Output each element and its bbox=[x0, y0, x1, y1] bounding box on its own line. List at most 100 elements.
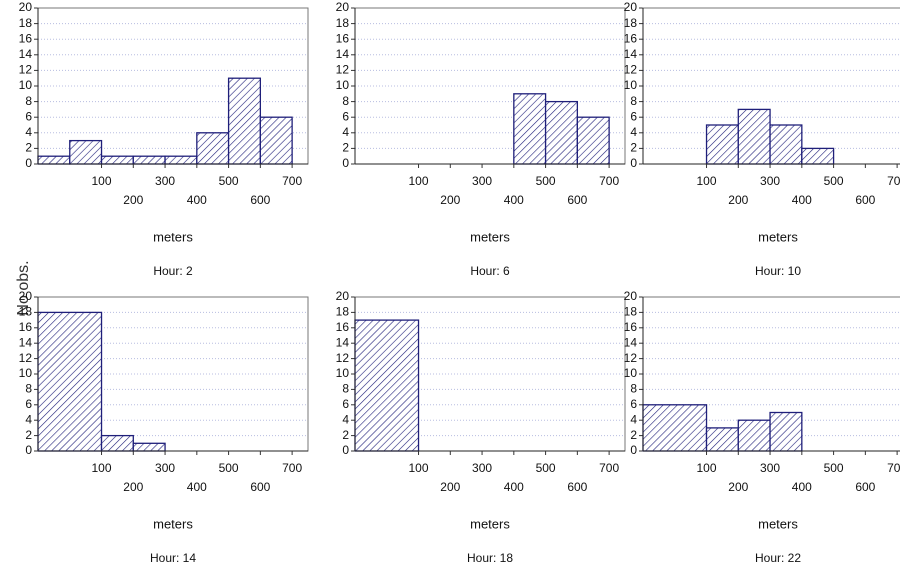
bar bbox=[576, 116, 610, 165]
y-tick-label: 16 bbox=[336, 320, 350, 334]
y-tick-label: 18 bbox=[624, 16, 638, 30]
panel-subtitle: Hour: 18 bbox=[467, 551, 513, 565]
y-tick-label: 10 bbox=[624, 366, 638, 380]
x-axis-label: meters bbox=[470, 516, 510, 531]
y-tick-label: 14 bbox=[624, 335, 638, 349]
y-tick-label: 0 bbox=[630, 156, 637, 170]
y-tick-label: 20 bbox=[19, 289, 33, 303]
bar bbox=[196, 132, 230, 165]
y-tick-label: 16 bbox=[336, 31, 350, 45]
bar bbox=[100, 434, 134, 452]
bar bbox=[132, 442, 166, 452]
x-tick-label: 600 bbox=[567, 193, 587, 207]
x-tick-label: 400 bbox=[792, 480, 812, 494]
bar bbox=[164, 155, 198, 165]
x-tick-label: 700 bbox=[599, 174, 619, 188]
bar bbox=[801, 147, 835, 165]
y-tick-label: 2 bbox=[342, 141, 349, 155]
x-tick-label: 400 bbox=[187, 193, 207, 207]
panel-subtitle: Hour: 6 bbox=[470, 264, 510, 278]
panel-subtitle: Hour: 22 bbox=[755, 551, 801, 565]
y-tick-label: 6 bbox=[630, 109, 637, 123]
bar bbox=[737, 108, 771, 165]
x-axis-label: meters bbox=[758, 516, 798, 531]
x-tick-label: 600 bbox=[250, 193, 270, 207]
x-tick-label: 200 bbox=[123, 193, 143, 207]
y-tick-label: 4 bbox=[630, 125, 637, 139]
x-tick-label: 500 bbox=[219, 461, 239, 475]
y-tick-label: 4 bbox=[25, 125, 32, 139]
bar bbox=[544, 100, 579, 165]
panel-subtitle: Hour: 14 bbox=[150, 551, 196, 565]
x-tick-label: 200 bbox=[123, 480, 143, 494]
y-tick-label: 2 bbox=[342, 428, 349, 442]
y-tick-label: 14 bbox=[19, 47, 33, 61]
bar bbox=[100, 155, 134, 165]
x-tick-label: 600 bbox=[567, 480, 587, 494]
x-tick-label: 500 bbox=[824, 461, 844, 475]
x-tick-label: 200 bbox=[440, 193, 460, 207]
bar bbox=[354, 319, 420, 452]
y-tick-label: 6 bbox=[342, 397, 349, 411]
x-tick-label: 700 bbox=[599, 461, 619, 475]
x-tick-label: 100 bbox=[92, 174, 112, 188]
y-tick-label: 2 bbox=[25, 428, 32, 442]
bar bbox=[737, 419, 771, 452]
x-tick-label: 100 bbox=[409, 174, 429, 188]
x-tick-label: 700 bbox=[282, 174, 302, 188]
y-tick-label: 2 bbox=[630, 428, 637, 442]
panel-subtitle: Hour: 2 bbox=[153, 264, 193, 278]
y-tick-label: 18 bbox=[336, 305, 350, 319]
y-tick-label: 8 bbox=[25, 382, 32, 396]
y-tick-label: 12 bbox=[336, 351, 350, 365]
bar bbox=[69, 139, 103, 165]
x-tick-label: 100 bbox=[409, 461, 429, 475]
bar bbox=[227, 77, 262, 165]
bar bbox=[642, 404, 708, 452]
x-tick-label: 500 bbox=[536, 461, 556, 475]
bar bbox=[259, 116, 293, 165]
x-tick-label: 200 bbox=[440, 480, 460, 494]
y-tick-label: 14 bbox=[336, 47, 350, 61]
x-tick-label: 300 bbox=[760, 174, 780, 188]
y-tick-label: 12 bbox=[336, 63, 350, 77]
x-tick-label: 400 bbox=[792, 193, 812, 207]
bar bbox=[705, 124, 739, 165]
x-tick-label: 200 bbox=[728, 193, 748, 207]
x-tick-label: 100 bbox=[697, 174, 717, 188]
y-tick-label: 2 bbox=[630, 141, 637, 155]
y-tick-label: 8 bbox=[342, 382, 349, 396]
y-tick-label: 14 bbox=[624, 47, 638, 61]
y-tick-label: 14 bbox=[336, 335, 350, 349]
y-tick-label: 8 bbox=[630, 94, 637, 108]
x-tick-label: 600 bbox=[250, 480, 270, 494]
x-tick-label: 300 bbox=[760, 461, 780, 475]
y-tick-label: 12 bbox=[624, 351, 638, 365]
x-tick-label: 600 bbox=[855, 193, 875, 207]
y-tick-label: 20 bbox=[336, 0, 350, 14]
y-tick-label: 16 bbox=[624, 320, 638, 334]
y-tick-label: 6 bbox=[630, 397, 637, 411]
x-tick-label: 300 bbox=[155, 461, 175, 475]
y-tick-label: 16 bbox=[19, 31, 33, 45]
y-tick-label: 18 bbox=[336, 16, 350, 30]
y-tick-label: 0 bbox=[25, 443, 32, 457]
bar bbox=[705, 427, 739, 452]
x-tick-label: 500 bbox=[536, 174, 556, 188]
x-axis-label: meters bbox=[153, 516, 193, 531]
x-tick-label: 700 bbox=[282, 461, 302, 475]
y-tick-label: 0 bbox=[342, 443, 349, 457]
y-tick-label: 16 bbox=[624, 31, 638, 45]
x-tick-label: 400 bbox=[504, 193, 524, 207]
y-tick-label: 4 bbox=[630, 412, 637, 426]
x-axis-label: meters bbox=[153, 229, 193, 244]
y-tick-label: 10 bbox=[336, 78, 350, 92]
bar bbox=[513, 93, 547, 165]
x-axis-label: meters bbox=[758, 229, 798, 244]
y-tick-label: 12 bbox=[19, 351, 33, 365]
y-axis-label: No obs. bbox=[15, 260, 32, 315]
y-tick-label: 18 bbox=[19, 305, 33, 319]
bar bbox=[37, 311, 103, 452]
y-tick-label: 8 bbox=[342, 94, 349, 108]
